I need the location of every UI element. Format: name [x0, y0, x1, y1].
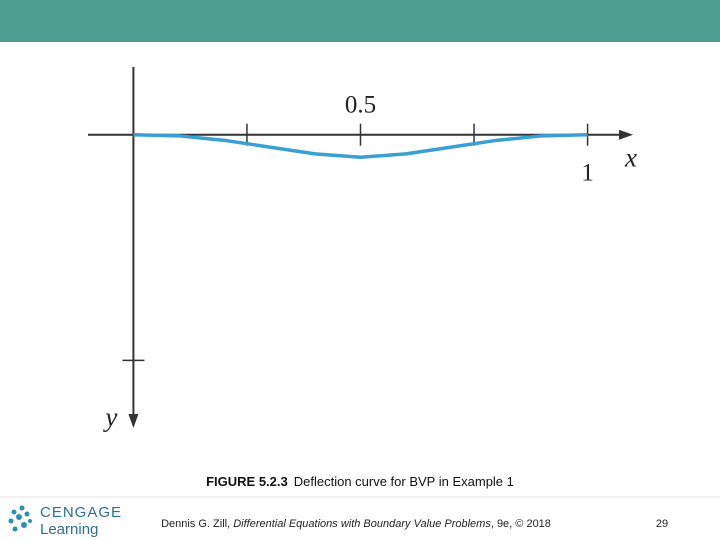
citation-title: Differential Equations with Boundary Val…: [233, 518, 491, 530]
plot: x y 0.5 1: [88, 67, 637, 432]
y-axis-label: y: [102, 402, 117, 432]
caption-label: FIGURE 5.2.3: [206, 474, 288, 489]
logo-sub: Learning: [40, 521, 98, 538]
header-bar: [0, 0, 720, 42]
y-axis-arrow: [128, 414, 139, 428]
caption: FIGURE 5.2.3 Deflection curve for BVP in …: [206, 474, 514, 489]
page-number: 29: [656, 518, 668, 530]
citation-start: Dennis G. Zill,: [161, 518, 233, 530]
x-axis-arrow: [619, 129, 633, 140]
caption-text: Deflection curve for BVP in Example 1: [294, 474, 514, 489]
citation: Dennis G. Zill, Differential Equations w…: [161, 518, 551, 530]
logo-brand: CENGAGE: [40, 504, 122, 521]
citation-end: , 9e, © 2018: [491, 518, 551, 530]
x-tick-label: 1: [581, 160, 594, 187]
deflection-curve: [133, 132, 588, 159]
x-axis-label: x: [624, 143, 637, 173]
logo: CENGAGE Learning: [8, 504, 122, 538]
x-tick-label: 0.5: [345, 92, 376, 119]
